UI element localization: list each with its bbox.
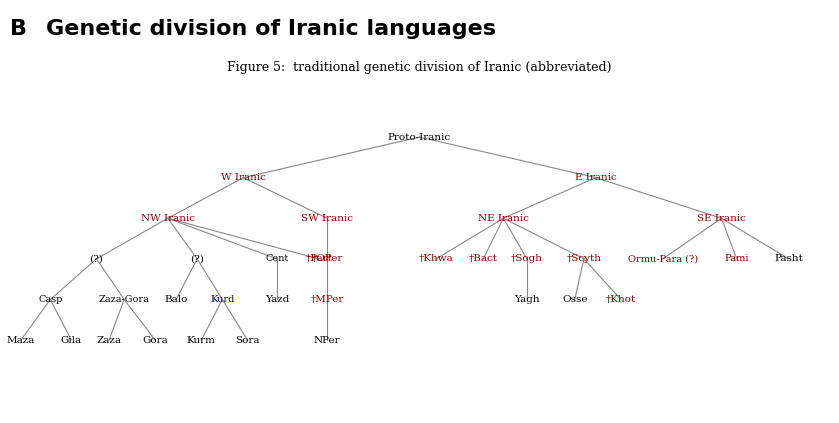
Text: Casp: Casp	[38, 295, 63, 304]
Text: Proto-Iranic: Proto-Iranic	[388, 132, 451, 142]
Text: NW Iranic: NW Iranic	[141, 214, 195, 223]
Text: E Iranic: E Iranic	[575, 173, 617, 182]
Text: NPer: NPer	[314, 335, 341, 345]
Text: †Khwa: †Khwa	[419, 254, 454, 264]
Text: Zaza-Gora: Zaza-Gora	[99, 295, 149, 304]
Text: Yagh: Yagh	[514, 295, 539, 304]
Text: Pasht: Pasht	[774, 254, 803, 264]
Text: Balo: Balo	[164, 295, 188, 304]
Text: †Bact: †Bact	[469, 254, 498, 264]
Text: Figure 5:  traditional genetic division of Iranic (abbreviated): Figure 5: traditional genetic division o…	[227, 61, 612, 74]
Text: Kurm: Kurm	[187, 335, 216, 345]
Text: †Scyth: †Scyth	[566, 254, 602, 264]
Text: Kurd: Kurd	[210, 295, 235, 304]
Text: †Sogh: †Sogh	[511, 254, 543, 264]
Text: †MPer: †MPer	[310, 295, 344, 304]
Text: W Iranic: W Iranic	[221, 173, 266, 182]
Text: Ormu-Para (?): Ormu-Para (?)	[628, 254, 698, 264]
Text: Zaza: Zaza	[96, 335, 122, 345]
Text: Maza: Maza	[7, 335, 35, 345]
Text: (?): (?)	[90, 254, 103, 264]
Text: Yazd: Yazd	[264, 295, 289, 304]
Text: Osse: Osse	[562, 295, 587, 304]
Text: Sora: Sora	[235, 335, 260, 345]
Text: †OPer: †OPer	[311, 254, 343, 264]
Text: Gila: Gila	[60, 335, 82, 345]
Text: B: B	[10, 19, 27, 39]
Text: Pami: Pami	[724, 254, 749, 264]
Text: NE Iranic: NE Iranic	[478, 214, 529, 223]
Text: †Part: †Part	[305, 254, 332, 264]
Text: Genetic division of Iranic languages: Genetic division of Iranic languages	[46, 19, 496, 39]
Text: †Khot: †Khot	[606, 295, 636, 304]
Text: Gora: Gora	[143, 335, 168, 345]
Text: (?): (?)	[190, 254, 204, 264]
Text: SW Iranic: SW Iranic	[301, 214, 353, 223]
Text: SE Iranic: SE Iranic	[697, 214, 746, 223]
Text: Cent: Cent	[265, 254, 289, 264]
